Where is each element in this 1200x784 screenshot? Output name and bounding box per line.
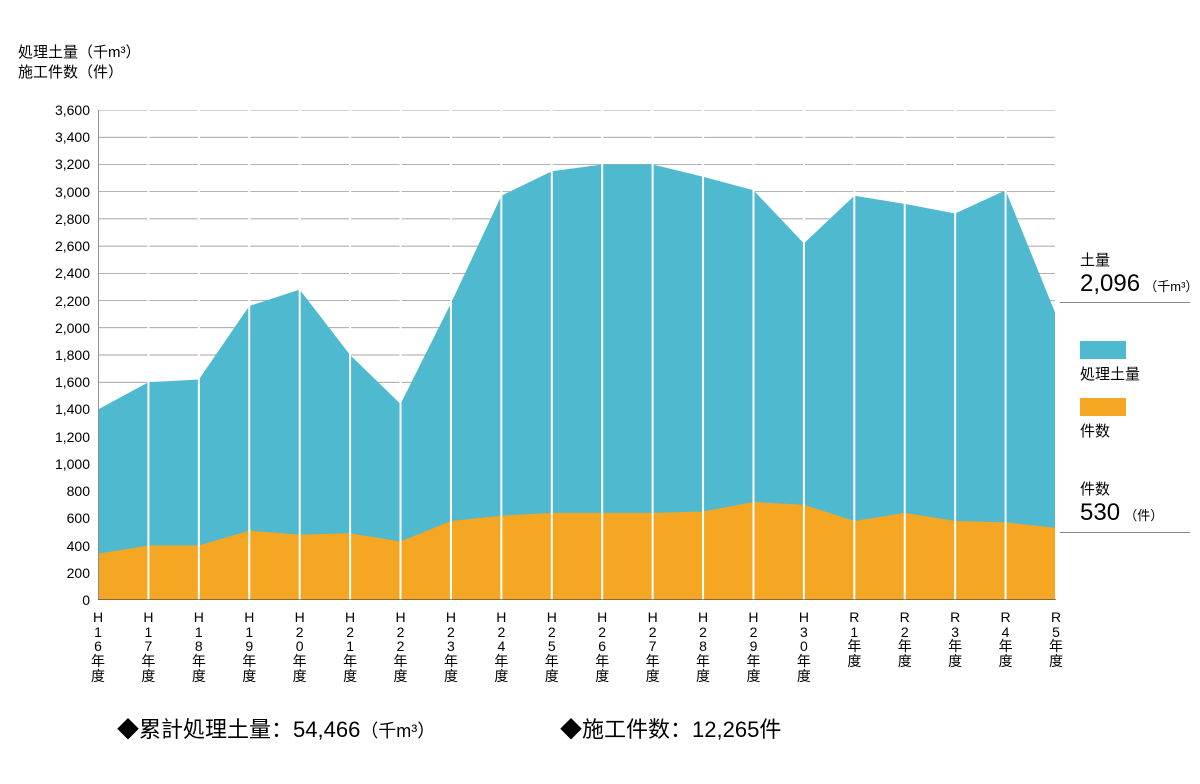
callout-top-value: 2,096 bbox=[1080, 270, 1140, 298]
callout-bottom: 件数 530 （件） bbox=[1080, 478, 1163, 527]
x-tick-label: H17年度 bbox=[138, 610, 158, 683]
y-tick-label: 3,000 bbox=[30, 184, 90, 200]
y-tick-label: 800 bbox=[30, 483, 90, 499]
y-tick-label: 3,400 bbox=[30, 129, 90, 145]
y-axis-title-line1: 処理土量（千m³） bbox=[18, 44, 141, 61]
y-tick-label: 2,200 bbox=[30, 293, 90, 309]
callout-top-rule bbox=[1060, 302, 1190, 303]
summary-right-prefix: ◆施工件数： bbox=[560, 717, 692, 742]
legend-swatch-1 bbox=[1080, 341, 1126, 359]
y-tick-label: 1,800 bbox=[30, 347, 90, 363]
x-tick-label: H23年度 bbox=[441, 610, 461, 683]
y-axis-title-line2: 施工件数（件） bbox=[18, 64, 123, 81]
x-tick-label: H22年度 bbox=[391, 610, 411, 683]
callout-bottom-rule bbox=[1060, 532, 1190, 533]
x-tick-label: R1年度 bbox=[844, 610, 864, 669]
chart-plot-area bbox=[98, 110, 1056, 600]
x-tick-label: R5年度 bbox=[1046, 610, 1066, 669]
summary-right-value: 12,265 bbox=[692, 717, 759, 742]
summary-right: ◆施工件数：12,265件 bbox=[560, 712, 781, 744]
callout-bottom-value: 530 bbox=[1080, 499, 1120, 527]
x-tick-label: H24年度 bbox=[491, 610, 511, 683]
y-axis-title: 処理土量（千m³） 施工件数（件） bbox=[18, 43, 141, 84]
y-tick-label: 200 bbox=[30, 565, 90, 581]
x-tick-label: H16年度 bbox=[88, 610, 108, 683]
y-tick-label: 1,600 bbox=[30, 374, 90, 390]
y-tick-label: 0 bbox=[30, 592, 90, 608]
x-tick-label: H20年度 bbox=[290, 610, 310, 683]
callout-top-unit: （千m³） bbox=[1144, 279, 1198, 294]
summary-left: ◆累計処理土量：54,466（千m³） bbox=[117, 712, 435, 744]
legend: 処理土量 件数 bbox=[1080, 341, 1140, 441]
callout-bottom-label: 件数 bbox=[1080, 478, 1163, 499]
y-tick-label: 3,600 bbox=[30, 102, 90, 118]
callout-top: 土量 2,096 （千m³） bbox=[1080, 249, 1198, 298]
summary-left-prefix: ◆累計処理土量： bbox=[117, 717, 293, 742]
summary-right-unit: 件 bbox=[759, 717, 781, 742]
y-tick-label: 1,000 bbox=[30, 456, 90, 472]
legend-label-2: 件数 bbox=[1080, 420, 1140, 441]
y-tick-label: 1,400 bbox=[30, 401, 90, 417]
summary-left-unit: （千m³） bbox=[360, 721, 435, 741]
chart-svg bbox=[98, 110, 1056, 600]
y-tick-label: 2,600 bbox=[30, 238, 90, 254]
x-tick-label: H19年度 bbox=[239, 610, 259, 683]
y-tick-label: 600 bbox=[30, 510, 90, 526]
summary-left-value: 54,466 bbox=[293, 717, 360, 742]
x-tick-label: H21年度 bbox=[340, 610, 360, 683]
y-tick-label: 2,800 bbox=[30, 211, 90, 227]
x-tick-label: H27年度 bbox=[643, 610, 663, 683]
y-tick-label: 2,000 bbox=[30, 320, 90, 336]
y-tick-label: 3,200 bbox=[30, 156, 90, 172]
y-tick-label: 2,400 bbox=[30, 265, 90, 281]
y-tick-label: 400 bbox=[30, 538, 90, 554]
callout-bottom-unit: （件） bbox=[1124, 508, 1163, 523]
legend-item-2: 件数 bbox=[1080, 398, 1140, 441]
x-tick-label: H28年度 bbox=[693, 610, 713, 683]
x-tick-label: R3年度 bbox=[945, 610, 965, 669]
x-tick-label: H25年度 bbox=[542, 610, 562, 683]
x-tick-label: H30年度 bbox=[794, 610, 814, 683]
x-tick-container: H16年度H17年度H18年度H19年度H20年度H21年度H22年度H23年度… bbox=[98, 610, 1056, 700]
legend-swatch-2 bbox=[1080, 398, 1126, 416]
x-tick-label: H18年度 bbox=[189, 610, 209, 683]
x-tick-label: R2年度 bbox=[895, 610, 915, 669]
x-tick-label: H29年度 bbox=[743, 610, 763, 683]
legend-item-1: 処理土量 bbox=[1080, 341, 1140, 384]
callout-top-label: 土量 bbox=[1080, 249, 1198, 270]
x-tick-label: H26年度 bbox=[592, 610, 612, 683]
legend-label-1: 処理土量 bbox=[1080, 363, 1140, 384]
y-tick-label: 1,200 bbox=[30, 429, 90, 445]
x-tick-label: R4年度 bbox=[996, 610, 1016, 669]
